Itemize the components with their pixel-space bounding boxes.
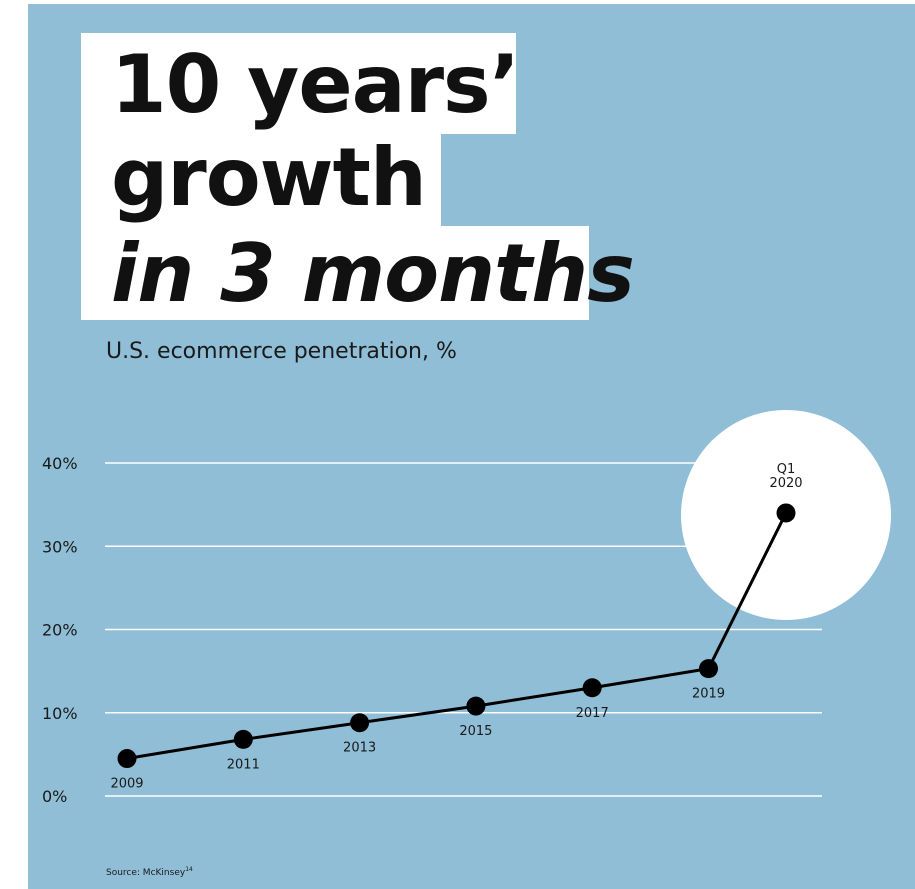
x-tick-label: 2020 xyxy=(769,476,802,491)
x-tick-label: 2011 xyxy=(227,757,260,772)
data-point-2015 xyxy=(466,696,486,716)
data-point-q1-2020 xyxy=(776,503,796,523)
source-superscript: 14 xyxy=(185,866,193,873)
data-point-2017 xyxy=(582,678,602,698)
data-point-2011 xyxy=(233,729,253,749)
x-tick-label: Q1 xyxy=(777,462,796,477)
source-note: Source: McKinsey14 xyxy=(106,866,193,878)
y-tick-label: 30% xyxy=(42,537,78,556)
title-line-2: growth xyxy=(81,134,441,226)
y-tick-label: 40% xyxy=(42,454,78,473)
data-point-2019 xyxy=(699,659,718,679)
x-tick-label: 2019 xyxy=(692,687,725,702)
y-tick-label: 0% xyxy=(42,787,67,806)
x-tick-label: 2017 xyxy=(576,706,609,721)
x-tick-label: 2015 xyxy=(459,724,492,739)
x-tick-label: 2013 xyxy=(343,741,376,756)
source-text: Source: McKinsey xyxy=(106,868,186,878)
data-point-2009 xyxy=(117,749,137,769)
data-point-2013 xyxy=(350,713,370,733)
y-tick-label: 10% xyxy=(42,704,78,723)
title-line-3: in 3 months xyxy=(81,226,635,320)
title-line-1: 10 years’ xyxy=(81,33,520,134)
chart-subtitle: U.S. ecommerce penetration, % xyxy=(106,339,457,364)
y-tick-label: 20% xyxy=(42,621,78,640)
x-tick-label: 2009 xyxy=(110,777,143,792)
